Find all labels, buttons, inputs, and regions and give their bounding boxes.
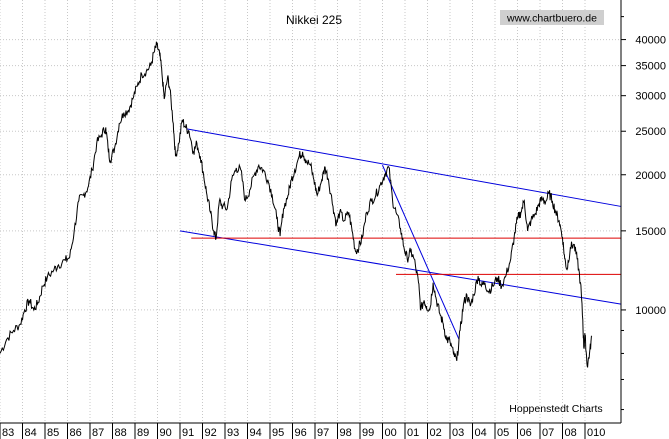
- x-tick-label: 93: [227, 427, 239, 439]
- x-tick-label: 00: [385, 427, 397, 439]
- x-tick-label: 94: [250, 427, 262, 439]
- x-tick-label: 85: [47, 427, 59, 439]
- x-tick-label: 03: [452, 427, 464, 439]
- trendlines: [179, 128, 622, 340]
- x-tick-label: 06: [520, 427, 532, 439]
- y-tick-label: 25000: [635, 126, 666, 138]
- chart-title: Nikkei 225: [286, 13, 342, 27]
- x-tick-label: 010: [587, 427, 605, 439]
- trendline-1: [186, 128, 622, 207]
- x-tick-label: 89: [137, 427, 149, 439]
- y-tick-label: 35000: [635, 61, 666, 73]
- y-tick-label: 15000: [635, 226, 666, 238]
- series-line-nikkei: [0, 41, 593, 368]
- x-tick-label: 99: [362, 427, 374, 439]
- y-tick-label: 10000: [635, 305, 666, 317]
- x-tick-label: 96: [295, 427, 307, 439]
- y-axis-ticks: 10000 15000 20000 25000 30000 35000 40000: [621, 16, 666, 411]
- plot-background: [0, 0, 621, 423]
- x-tick-label: 83: [2, 427, 14, 439]
- x-tick-label: 04: [475, 427, 487, 439]
- x-tick-label: 95: [272, 427, 284, 439]
- x-tick-label: 02: [430, 427, 442, 439]
- y-tick-label: 30000: [635, 91, 666, 103]
- x-axis-ticks: 83 84 85 86 87 88 89 90 91 92 93 94 95 96 97 98 99 00 01 02…: [0, 423, 605, 439]
- x-tick-label: 98: [340, 427, 352, 439]
- x-tick-label: 01: [407, 427, 419, 439]
- y-tick-label: 20000: [635, 170, 666, 182]
- x-tick-label: 08: [565, 427, 577, 439]
- x-tick-label: 91: [182, 427, 194, 439]
- watermark-label: www.chartbuero.de: [506, 13, 597, 25]
- x-tick-label: 07: [542, 427, 554, 439]
- y-tick-label: 40000: [635, 35, 666, 47]
- x-tick-label: 84: [25, 427, 37, 439]
- x-tick-label: 88: [115, 427, 127, 439]
- source-note: Hoppenstedt Charts: [509, 403, 602, 415]
- trendline-2: [179, 230, 622, 305]
- x-tick-label: 05: [497, 427, 509, 439]
- x-tick-label: 97: [317, 427, 329, 439]
- x-tick-label: 90: [160, 427, 172, 439]
- x-tick-label: 86: [70, 427, 82, 439]
- x-tick-label: 87: [92, 427, 104, 439]
- trendline-3: [382, 165, 460, 340]
- watermark-box: [500, 10, 604, 25]
- x-tick-label: 92: [205, 427, 217, 439]
